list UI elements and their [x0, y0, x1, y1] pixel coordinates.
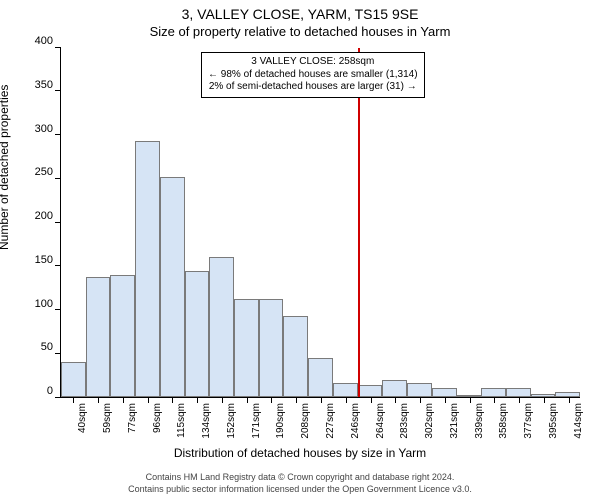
plot-area: 050100150200250300350400 40sqm59sqm77sqm…: [60, 48, 580, 398]
x-tick-mark: [172, 397, 173, 403]
y-tick-label: 300: [35, 123, 53, 135]
x-tick-label: 59sqm: [102, 403, 113, 433]
x-axis-label: Distribution of detached houses by size …: [0, 446, 600, 460]
y-tick-label: 250: [35, 166, 53, 178]
bar: [382, 380, 407, 398]
x-tick-mark: [569, 397, 570, 403]
x-tick-label: 77sqm: [127, 403, 138, 433]
x-tick-label: 302sqm: [424, 403, 435, 439]
x-tick-mark: [247, 397, 248, 403]
y-tick-label: 0: [47, 385, 53, 397]
bar: [209, 257, 234, 397]
x-tick-label: 96sqm: [152, 403, 163, 433]
callout-line: 3 VALLEY CLOSE: 258sqm: [208, 56, 418, 69]
x-tick-mark: [296, 397, 297, 403]
x-tick-mark: [346, 397, 347, 403]
bar: [358, 385, 383, 397]
x-tick-mark: [123, 397, 124, 403]
y-tick-label: 100: [35, 298, 53, 310]
y-tick-label: 150: [35, 254, 53, 266]
x-tick-label: 134sqm: [201, 403, 212, 439]
x-tick-label: 246sqm: [350, 403, 361, 439]
x-tick-label: 227sqm: [325, 403, 336, 439]
x-tick-label: 321sqm: [449, 403, 460, 439]
x-tick-mark: [470, 397, 471, 403]
y-tick-label: 50: [41, 341, 53, 353]
chart-title: 3, VALLEY CLOSE, YARM, TS15 9SE: [0, 6, 600, 22]
callout-line: ← 98% of detached houses are smaller (1,…: [208, 69, 418, 82]
bar: [135, 141, 160, 397]
x-tick-label: 115sqm: [176, 403, 187, 438]
x-tick-mark: [73, 397, 74, 403]
x-tick-label: 171sqm: [251, 403, 262, 439]
x-tick-label: 264sqm: [375, 403, 386, 439]
x-tick-mark: [222, 397, 223, 403]
chart-subtitle: Size of property relative to detached ho…: [0, 24, 600, 39]
y-tick-label: 200: [35, 210, 53, 222]
callout-line: 2% of semi-detached houses are larger (3…: [208, 81, 418, 94]
x-tick-label: 283sqm: [399, 403, 410, 439]
histogram-chart: 3, VALLEY CLOSE, YARM, TS15 9SE Size of …: [0, 0, 600, 500]
bar: [333, 383, 358, 397]
bars-container: [61, 48, 580, 397]
bar: [234, 299, 259, 397]
reference-line: [358, 48, 360, 397]
footer-line-2: Contains public sector information licen…: [0, 484, 600, 494]
bar: [407, 383, 432, 397]
x-tick-mark: [494, 397, 495, 403]
x-tick-mark: [148, 397, 149, 403]
bar: [481, 388, 506, 397]
x-tick-label: 358sqm: [498, 403, 509, 439]
x-tick-label: 152sqm: [226, 403, 237, 439]
y-axis-label: Number of detached properties: [0, 85, 11, 250]
y-tick-label: 350: [35, 79, 53, 91]
x-tick-mark: [544, 397, 545, 403]
x-tick-label: 190sqm: [275, 403, 286, 439]
x-tick-mark: [519, 397, 520, 403]
x-tick-mark: [271, 397, 272, 403]
x-tick-mark: [395, 397, 396, 403]
x-tick-label: 395sqm: [548, 403, 559, 439]
bar: [432, 388, 457, 397]
x-tick-mark: [197, 397, 198, 403]
x-tick-label: 40sqm: [77, 403, 88, 433]
bar: [506, 388, 531, 397]
bar: [259, 299, 284, 397]
bar: [86, 277, 111, 397]
y-tick-label: 400: [35, 35, 53, 47]
x-tick-mark: [98, 397, 99, 403]
bar: [283, 316, 308, 397]
x-tick-mark: [371, 397, 372, 403]
x-tick-label: 414sqm: [573, 403, 584, 439]
x-tick-label: 339sqm: [474, 403, 485, 439]
x-tick-label: 208sqm: [300, 403, 311, 439]
bar: [160, 177, 185, 398]
bar: [61, 362, 86, 397]
x-tick-mark: [321, 397, 322, 403]
bar: [308, 358, 333, 397]
footer-line-1: Contains HM Land Registry data © Crown c…: [0, 472, 600, 482]
callout-box: 3 VALLEY CLOSE: 258sqm ← 98% of detached…: [201, 52, 425, 98]
x-tick-label: 377sqm: [523, 403, 534, 439]
x-tick-mark: [420, 397, 421, 403]
bar: [110, 275, 135, 398]
bar: [185, 271, 210, 397]
x-tick-mark: [445, 397, 446, 403]
